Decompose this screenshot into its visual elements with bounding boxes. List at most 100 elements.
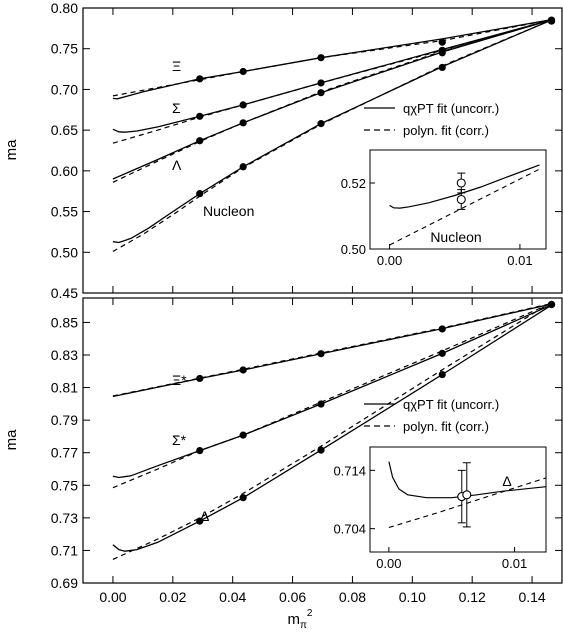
top-ticks: 0.45 0.50 0.55 0.60 0.65 0.70 0.75 0.80 xyxy=(51,0,562,301)
y-tick-label: 0.81 xyxy=(51,380,78,396)
top-legend: qχPT fit (uncorr.) polyn. fit (corr.) xyxy=(364,101,499,138)
data-point xyxy=(317,446,325,454)
top-y-axis-label: ma xyxy=(3,139,20,160)
series-label-xi: Ξ xyxy=(172,58,181,74)
bottom-inset-curves xyxy=(388,461,546,529)
y-tick-label: 0.70 xyxy=(51,81,78,97)
data-point xyxy=(317,79,325,87)
y-tick-label: 0.80 xyxy=(51,0,78,16)
bottom-curves xyxy=(112,300,554,560)
y-tick-label: 0.69 xyxy=(51,575,78,591)
bottom-inset: 0.704 0.714 0.00 0.01 Δ xyxy=(333,446,547,571)
data-point xyxy=(239,119,247,127)
data-point xyxy=(196,190,204,198)
bottom-inset-frame xyxy=(369,446,547,553)
data-point xyxy=(239,101,247,109)
series-label-lambda: Λ xyxy=(172,157,182,173)
dashed-fit-line xyxy=(112,18,554,253)
top-panel: 0.450.500.550.600.650.700.750.80 ma Ξ Σ … xyxy=(3,0,563,301)
top-inset-ticks: 0.50 0.52 0.00 0.01 xyxy=(341,176,533,268)
inset-x-tick-label: 0.00 xyxy=(376,556,401,571)
y-tick-label: 0.60 xyxy=(51,163,78,179)
data-point xyxy=(239,67,247,76)
legend-dashed-label: polyn. fit (corr.) xyxy=(403,123,489,138)
inset-y-tick-label: 0.704 xyxy=(333,522,366,537)
series-label-nucleon: Nucleon xyxy=(203,203,254,219)
y-tick-label: 0.73 xyxy=(51,510,78,526)
data-point xyxy=(196,446,204,455)
inset-data-point xyxy=(462,490,472,500)
data-point xyxy=(196,517,204,525)
bottom-legend: qχPT fit (uncorr.) polyn. fit (corr.) xyxy=(364,397,499,434)
inset-y-tick-label: 0.52 xyxy=(341,176,366,191)
x-tick-label: 0.12 xyxy=(459,589,486,605)
data-point xyxy=(547,300,556,309)
x-tick-label: 0.14 xyxy=(518,589,545,605)
inset-dashed-fit-line xyxy=(388,477,546,529)
x-tick-label: 0.04 xyxy=(219,589,246,605)
y-tick-label: 0.75 xyxy=(51,41,78,57)
bottom-inset-points xyxy=(457,462,472,528)
data-point xyxy=(239,494,247,502)
x-tick-label: 0.00 xyxy=(99,589,126,605)
inset-solid-fit-line xyxy=(389,164,540,209)
x-tick-label: 0.10 xyxy=(399,589,426,605)
y-tick-label: 0.79 xyxy=(51,412,78,428)
inset-y-tick-label: 0.50 xyxy=(341,242,366,257)
bottom-plot-frame xyxy=(82,297,563,584)
series-label-sigma: Σ xyxy=(172,100,181,116)
series-label-xi-star: Ξ* xyxy=(172,372,187,388)
inset-x-tick-label: 0.01 xyxy=(502,556,527,571)
inset-solid-fit-line xyxy=(388,461,546,499)
y-tick-label: 0.50 xyxy=(51,244,78,260)
dashed-fit-line xyxy=(112,302,554,397)
data-point xyxy=(317,400,325,408)
top-inset-points xyxy=(456,172,466,210)
data-point xyxy=(547,17,556,25)
inset-y-tick-label: 0.714 xyxy=(333,463,366,478)
bottom-y-axis-label: ma xyxy=(3,429,20,450)
x-tick-label: 0.06 xyxy=(279,589,306,605)
data-point xyxy=(196,75,204,83)
top-inset-curves xyxy=(389,164,540,246)
inset-data-point xyxy=(456,178,466,188)
data-point xyxy=(438,38,446,46)
y-tick-label: 0.55 xyxy=(51,204,78,220)
dashed-fit-line xyxy=(112,302,554,489)
bottom-inset-ticks: 0.704 0.714 0.00 0.01 xyxy=(333,463,527,571)
series-label-sigma-star: Σ* xyxy=(172,432,187,448)
y-tick-label: 0.85 xyxy=(51,314,78,330)
y-tick-label: 0.83 xyxy=(51,347,78,363)
bottom-ticks: 0.69 0.71 0.73 0.75 0.77 0.79 0.81 0.83 0.85 0.00… xyxy=(51,298,562,605)
legend-solid-label: qχPT fit (uncorr.) xyxy=(403,101,499,116)
data-point xyxy=(438,370,446,379)
data-point xyxy=(317,120,325,128)
y-tick-label: 0.65 xyxy=(51,122,78,138)
data-point xyxy=(196,137,204,145)
x-axis-label: mπ2 xyxy=(288,608,313,631)
bottom-inset-label: Δ xyxy=(502,473,511,489)
data-point xyxy=(317,89,325,97)
bottom-points xyxy=(196,300,556,525)
dashed-fit-line xyxy=(112,300,554,560)
top-inset-label: Nucleon xyxy=(430,229,481,245)
data-point xyxy=(239,366,247,374)
legend-solid-label: qχPT fit (uncorr.) xyxy=(403,397,499,412)
legend-dashed-label: polyn. fit (corr.) xyxy=(403,419,489,434)
data-point xyxy=(438,325,446,333)
top-plot-frame xyxy=(82,7,563,294)
top-points xyxy=(196,16,556,198)
inset-x-tick-label: 0.00 xyxy=(377,253,402,268)
data-point xyxy=(438,63,446,72)
y-tick-label: 0.75 xyxy=(51,477,78,493)
y-tick-label: 0.71 xyxy=(51,542,78,558)
y-tick-label: 0.45 xyxy=(51,285,78,301)
data-point xyxy=(239,431,247,439)
series-label-delta: Δ xyxy=(200,508,209,524)
inset-dashed-fit-line xyxy=(389,168,540,246)
inset-x-tick-label: 0.01 xyxy=(507,253,532,268)
x-tick-label: 0.02 xyxy=(159,589,186,605)
top-inset: 0.50 0.52 0.00 0.01 Nucleon xyxy=(341,149,547,268)
x-tick-label: 0.08 xyxy=(339,589,366,605)
